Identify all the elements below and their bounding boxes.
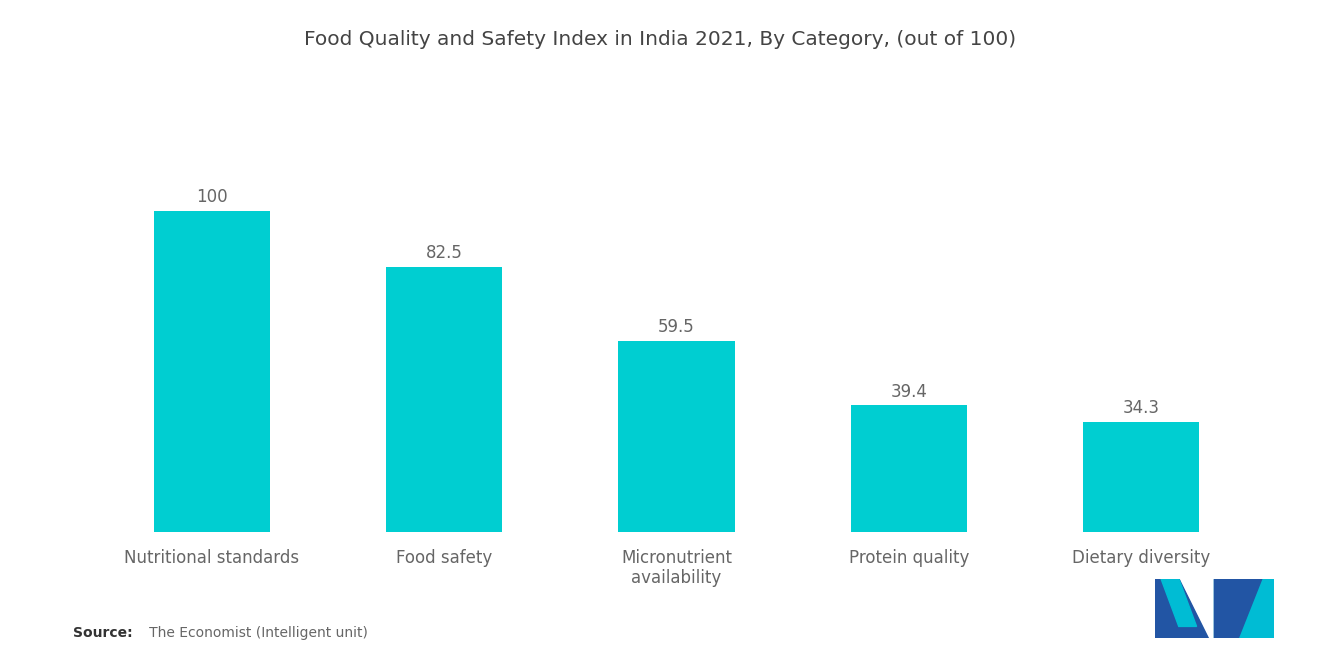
Text: 39.4: 39.4 <box>890 382 927 400</box>
Bar <box>1082 422 1199 532</box>
Polygon shape <box>1214 579 1262 638</box>
Bar <box>387 267 503 532</box>
Polygon shape <box>1155 579 1209 638</box>
Polygon shape <box>1162 579 1196 626</box>
Text: The Economist (Intelligent unit): The Economist (Intelligent unit) <box>136 626 368 640</box>
Bar <box>850 406 966 532</box>
Text: 34.3: 34.3 <box>1122 399 1159 417</box>
Bar <box>154 211 271 532</box>
Polygon shape <box>1214 579 1274 638</box>
Text: 82.5: 82.5 <box>426 244 463 262</box>
Text: Source:: Source: <box>73 626 132 640</box>
Text: 100: 100 <box>197 188 228 205</box>
Bar <box>619 340 734 532</box>
Text: 59.5: 59.5 <box>659 318 694 336</box>
Text: Food Quality and Safety Index in India 2021, By Category, (out of 100): Food Quality and Safety Index in India 2… <box>304 30 1016 49</box>
